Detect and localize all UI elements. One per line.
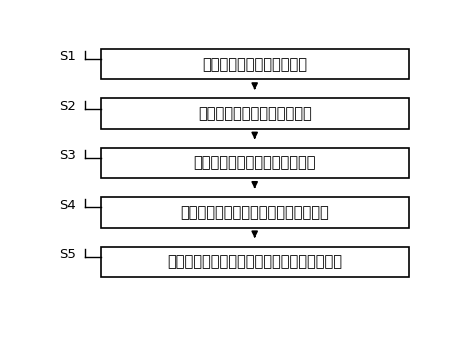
Text: S4: S4 bbox=[60, 199, 76, 212]
Text: S3: S3 bbox=[60, 149, 76, 162]
Text: 调整第一、第二变阻器的阻值: 调整第一、第二变阻器的阻值 bbox=[198, 106, 311, 121]
Text: S2: S2 bbox=[60, 100, 76, 113]
Bar bbox=[101, 148, 409, 178]
Text: S5: S5 bbox=[60, 248, 76, 261]
Text: 调试装置与电池及主板连接: 调试装置与电池及主板连接 bbox=[202, 57, 307, 72]
Bar bbox=[101, 49, 409, 80]
Bar bbox=[101, 247, 409, 277]
Text: 第一、第二比较器进行电压比较: 第一、第二比较器进行电压比较 bbox=[194, 155, 316, 170]
Text: 根据电压比较结果，控制电池是否充电: 根据电压比较结果，控制电池是否充电 bbox=[180, 205, 329, 220]
Text: 监测电池是否充电，判断电池温度是否超范围: 监测电池是否充电，判断电池温度是否超范围 bbox=[167, 254, 342, 269]
Bar bbox=[101, 197, 409, 228]
Bar bbox=[101, 98, 409, 129]
Text: S1: S1 bbox=[60, 50, 76, 63]
